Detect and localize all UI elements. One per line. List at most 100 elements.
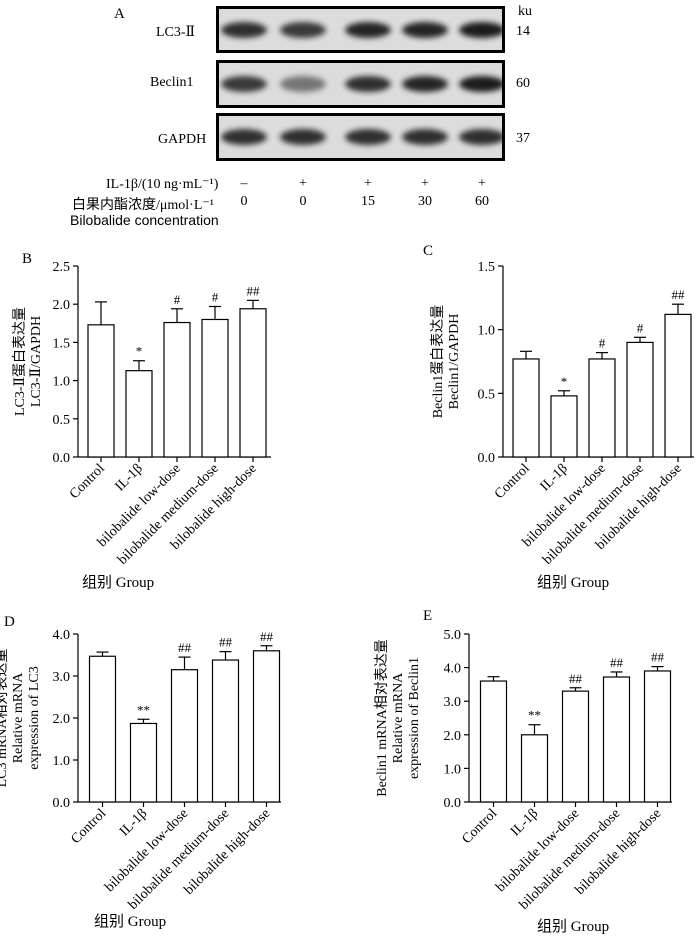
blot-band <box>280 129 326 145</box>
significance-mark: # <box>174 292 181 307</box>
y-tick-label: 1.0 <box>53 375 71 390</box>
il1b-value: + <box>478 176 486 191</box>
significance-mark: ## <box>610 655 624 670</box>
il1b-value: + <box>364 176 372 191</box>
bar <box>201 318 229 458</box>
bar <box>87 324 115 458</box>
y-tick-label: 5.0 <box>444 628 462 643</box>
y-tick-label: 0.0 <box>478 451 496 466</box>
y-axis-title: Beclin1 mRNA相对表达量 <box>374 639 390 797</box>
bar <box>163 321 191 458</box>
significance-mark: ** <box>137 702 150 717</box>
significance-mark: ## <box>247 283 261 298</box>
blot-band <box>402 129 448 145</box>
panel-letter: E <box>423 608 432 624</box>
y-axis-title: Beclin1蛋白表达量 <box>430 305 446 419</box>
blot-band <box>221 21 267 38</box>
x-tick-label: IL-1β <box>508 806 541 839</box>
conc-value: 60 <box>475 194 489 209</box>
blot-label-beclin1: Beclin1 <box>150 75 194 90</box>
significance-mark: ## <box>651 650 665 665</box>
x-axis-title: 组别 Group <box>94 913 166 930</box>
bar <box>588 358 616 458</box>
bar <box>170 669 199 803</box>
x-axis-title: 组别 Group <box>537 574 609 591</box>
x-tick-label: Control <box>459 806 500 847</box>
y-axis-title: expression of LC3 <box>27 666 42 769</box>
y-tick-label: 3.0 <box>53 670 71 685</box>
y-tick-label: 0.5 <box>478 387 496 402</box>
significance-mark: ## <box>219 635 233 650</box>
blot-band <box>459 76 502 92</box>
blot-band <box>345 76 391 92</box>
il1b-value: – <box>240 176 248 191</box>
y-tick-label: 2.0 <box>444 729 462 744</box>
y-tick-label: 0.5 <box>53 413 71 428</box>
blot-band <box>221 76 267 92</box>
y-tick-label: 2.0 <box>53 298 71 313</box>
y-tick-label: 1.0 <box>53 754 71 769</box>
blot-strip-lc3 <box>216 6 505 53</box>
significance-mark: * <box>136 344 143 359</box>
y-axis-title: LC3-Ⅱ/GAPDH <box>29 316 44 407</box>
bar <box>550 395 578 458</box>
y-tick-label: 0.0 <box>53 796 71 811</box>
y-tick-label: 0.0 <box>444 796 462 811</box>
x-tick-label: Control <box>67 461 108 502</box>
bilobalide-conc-label: 白果内酯浓度/μmol·L⁻¹ <box>72 198 214 213</box>
conc-value: 0 <box>240 194 248 209</box>
bar <box>512 358 540 458</box>
y-tick-label: 4.0 <box>53 628 71 643</box>
conc-value: 15 <box>361 194 375 209</box>
y-axis-title: Relative mRNA <box>11 672 26 763</box>
bar <box>664 313 692 458</box>
blot-strip-gapdh <box>216 113 505 161</box>
y-axis-title: LC3 mRNA相对表达量 <box>0 649 10 788</box>
x-axis-title: 组别 Group <box>537 918 609 935</box>
significance-mark: # <box>637 320 644 335</box>
x-tick-label: IL-1β <box>117 806 150 839</box>
y-tick-label: 4.0 <box>444 662 462 677</box>
y-tick-label: 1.5 <box>478 260 496 275</box>
significance-mark: ## <box>569 671 583 686</box>
blot-band <box>459 129 502 145</box>
y-axis-title: LC3-Ⅱ蛋白表达量 <box>12 307 28 416</box>
bar <box>88 655 117 803</box>
significance-mark: ## <box>260 629 274 644</box>
y-tick-label: 1.0 <box>444 762 462 777</box>
x-tick-label: Control <box>492 461 533 502</box>
y-axis-title: expression of Beclin1 <box>407 657 422 779</box>
bar <box>479 680 508 803</box>
x-tick-label: IL-1β <box>538 461 571 494</box>
bar <box>129 722 158 803</box>
bar <box>239 308 267 458</box>
conc-value: 0 <box>299 194 307 209</box>
significance-mark: # <box>212 289 219 304</box>
significance-mark: # <box>599 336 606 351</box>
il1b-value: + <box>421 176 429 191</box>
blot-label-gapdh: GAPDH <box>158 132 207 147</box>
y-tick-label: 3.0 <box>444 695 462 710</box>
y-axis-title: Beclin1/GAPDH <box>447 314 462 410</box>
blot-label-lc3: LC3-Ⅱ <box>156 25 196 40</box>
ku-value-gapdh: 37 <box>516 131 530 146</box>
bilobalide-conc-label-en: Bilobalide concentration <box>70 212 219 228</box>
ku-label: ku <box>518 4 532 19</box>
y-tick-label: 0.0 <box>53 451 71 466</box>
ku-value-beclin1: 60 <box>516 76 530 91</box>
blot-band <box>345 129 391 145</box>
bar <box>520 734 549 803</box>
ku-value-lc3: 14 <box>516 24 530 39</box>
bar <box>602 676 631 803</box>
bar <box>252 650 281 803</box>
significance-mark: * <box>561 374 568 389</box>
blot-band <box>345 21 391 38</box>
panel-letter: B <box>22 251 32 267</box>
blot-band <box>280 76 326 92</box>
bar <box>211 659 240 803</box>
panel-letter-a: A <box>114 6 125 22</box>
significance-mark: ## <box>178 640 192 655</box>
blot-band <box>221 129 267 145</box>
conc-value: 30 <box>418 194 432 209</box>
